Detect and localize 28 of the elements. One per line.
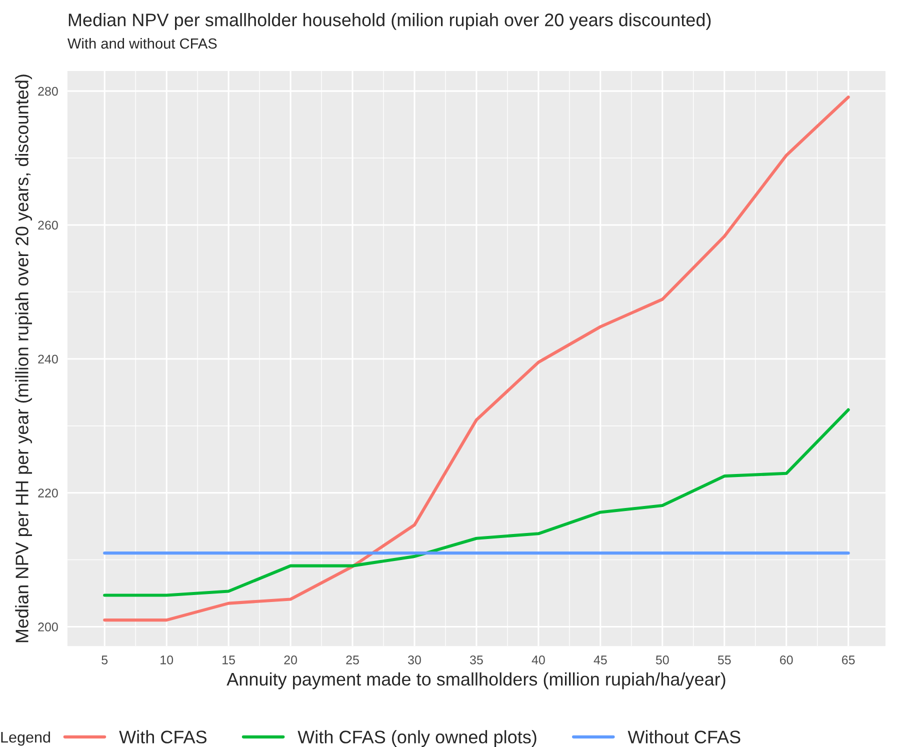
legend-label: Without CFAS: [628, 730, 740, 744]
legend-title: Legend: [1, 731, 50, 746]
y-tick-label: 200: [38, 622, 58, 632]
x-tick-label: 10: [160, 656, 174, 664]
x-tick-label: 25: [346, 656, 359, 664]
x-tick-label: 65: [842, 656, 855, 664]
chart-subtitle: With and without CFAS: [67, 38, 217, 49]
legend-label: With CFAS: [119, 730, 206, 744]
x-tick-label: 55: [718, 656, 731, 664]
x-tick-label: 60: [780, 656, 793, 664]
x-tick-label: 5: [102, 656, 108, 664]
y-tick-label: 280: [38, 86, 58, 96]
x-tick-label: 50: [656, 656, 669, 664]
y-axis-title: Median NPV per HH per year (million rupiah over 20 years, discounted): [15, 74, 32, 642]
line-series: [103, 96, 850, 622]
y-tick-label: 240: [38, 354, 58, 364]
line-series: [103, 408, 850, 597]
legend-label: With CFAS (only owned plots): [298, 730, 536, 747]
y-tick-label: 260: [38, 220, 58, 230]
x-tick-label: 40: [532, 656, 545, 664]
x-tick-label: 15: [222, 656, 235, 664]
chart-title: Median NPV per smallholder household (milion rupiah over 20 years discounted): [68, 13, 711, 30]
x-tick-label: 35: [470, 656, 483, 664]
x-tick-label: 30: [408, 656, 421, 664]
x-tick-label: 20: [284, 656, 298, 664]
x-tick-label: 45: [594, 656, 607, 664]
y-tick-label: 220: [38, 488, 58, 498]
x-axis-title: Annuity payment made to smallholders (million rupiah/ha/year): [226, 672, 726, 690]
